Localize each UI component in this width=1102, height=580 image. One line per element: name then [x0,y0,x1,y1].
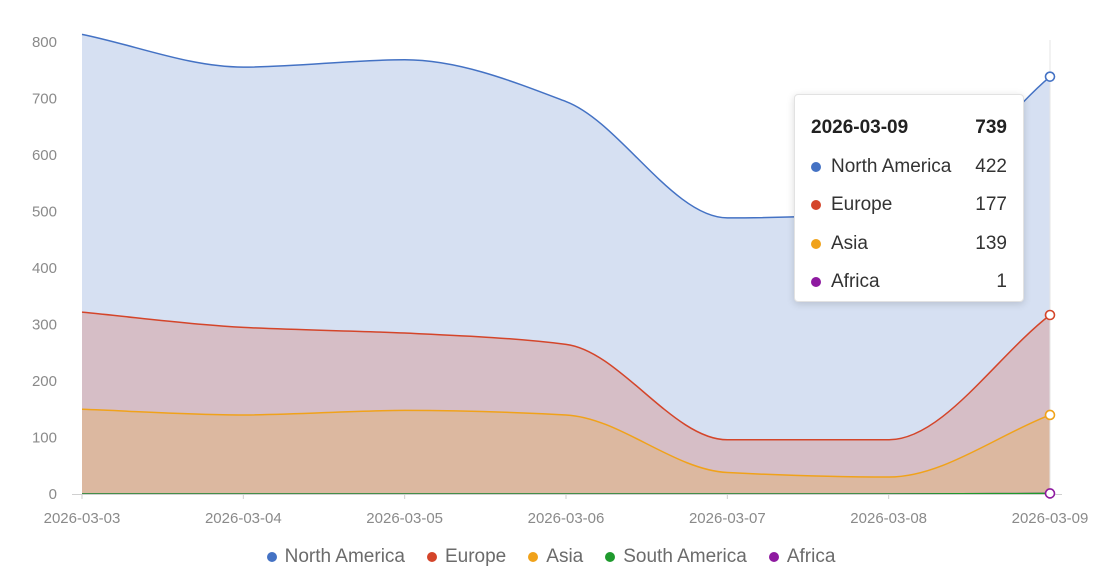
y-tick-label: 100 [32,430,57,447]
tooltip-value: 177 [975,194,1007,216]
x-tick-label: 2026-03-08 [850,510,927,527]
legend-label: North America [284,546,405,567]
tooltip-dot-africa [811,277,821,288]
tooltip-row: Europe 177 [811,186,1007,225]
x-tick-label: 2026-03-07 [689,510,766,527]
tooltip-row: Africa 1 [811,263,1007,302]
x-tick-label: 2026-03-05 [366,510,443,527]
y-tick-label: 800 [32,34,57,51]
area-north-america [82,34,1050,495]
tooltip-row: North America 422 [811,148,1007,187]
tooltip-date: 2026-03-09 [811,117,909,139]
tooltip: 2026-03-09 739 North America 422 Europe … [794,94,1024,302]
legend-dot [266,552,277,562]
hover-point-north-america [1044,71,1056,82]
legend-item-asia[interactable]: Asia [528,546,583,568]
x-tick-label: 2026-03-06 [528,510,605,527]
tooltip-name: North America [831,155,952,177]
y-tick-label: 700 [32,91,57,108]
hover-point-asia [1044,409,1056,421]
legend-label: Asia [546,546,584,567]
tooltip-value: 139 [975,232,1007,254]
legend-label: Africa [786,546,836,567]
x-tick-label: 2026-03-09 [1012,510,1089,527]
tooltip-row: Asia 139 [811,225,1007,264]
legend-item-africa[interactable]: Africa [768,546,836,568]
y-tick-label: 500 [32,204,57,221]
tooltip-total: 739 [975,117,1007,139]
tooltip-dot-europe [811,200,821,211]
hover-point-europe [1044,309,1056,321]
tooltip-dot-asia [811,238,821,249]
tooltip-value: 422 [975,155,1007,177]
y-tick-label: 600 [32,147,57,164]
tooltip-dot-north-america [811,161,821,172]
y-tick-label: 300 [32,317,57,334]
legend-dot [605,552,616,562]
series-line-europe [81,311,1051,441]
legend-item-north-america[interactable]: North America [266,546,405,568]
tooltip-header: 2026-03-09 739 [811,109,1007,148]
area-asia [82,409,1050,494]
legend-dot [768,552,779,562]
legend-dot [528,552,539,562]
y-tick-label: 200 [32,373,57,390]
series-line-south-america [82,492,1051,495]
legend-item-south-america[interactable]: South America [605,546,747,568]
y-tick-label: 400 [32,260,57,277]
legend-item-europe[interactable]: Europe [426,546,507,568]
x-tick-label: 2026-03-03 [44,510,121,527]
legend-dot [426,552,437,562]
x-tick-label: 2026-03-04 [205,510,282,527]
tooltip-value: 1 [996,271,1007,293]
legend-label: South America [623,546,747,567]
y-tick-label: 0 [49,486,57,503]
legend: North America Europe Asia South America Afri… [0,546,1102,568]
series-line-asia [81,408,1051,478]
tooltip-name: Africa [831,271,880,293]
tooltip-name: Asia [831,232,868,254]
tooltip-name: Europe [831,194,893,216]
legend-label: Europe [444,546,507,567]
hover-point-africa [1044,488,1056,499]
area-europe [82,312,1050,494]
